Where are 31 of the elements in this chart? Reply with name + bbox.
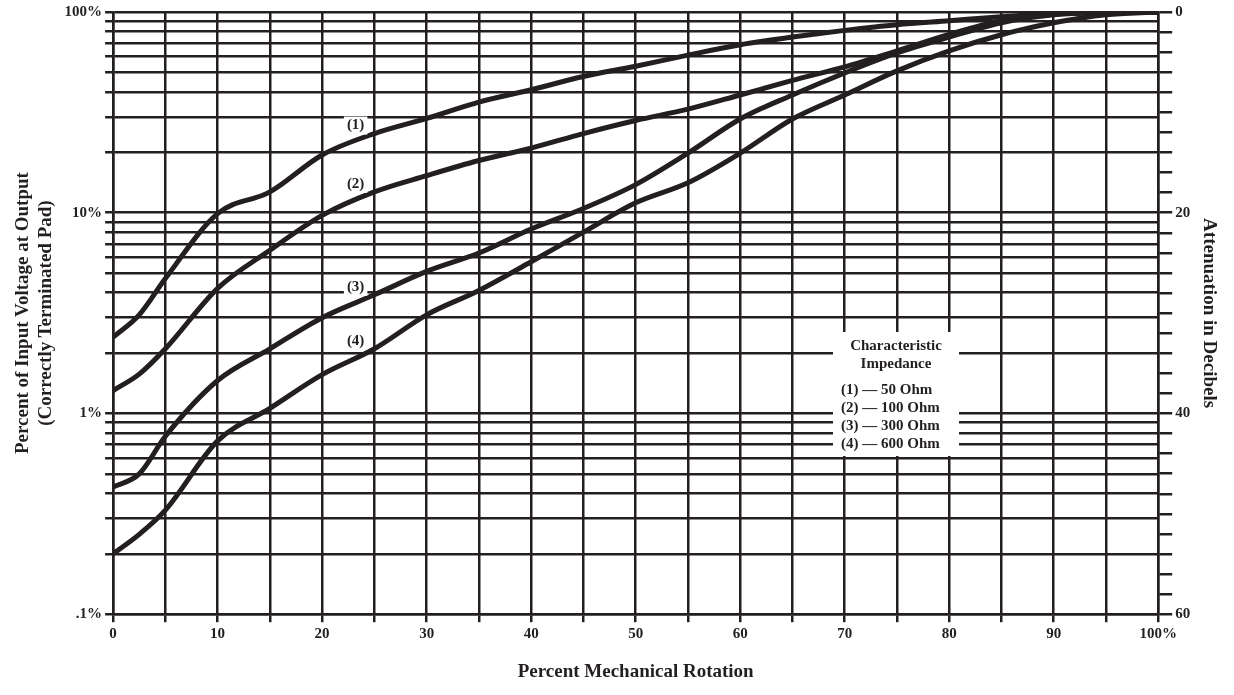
y-tick-label: 10% [72,203,103,220]
x-tick-label: 30 [419,625,435,642]
x-tick-label: 40 [523,625,539,642]
x-tick-label: 100% [1139,625,1177,642]
series-label: (4) [346,331,365,349]
x-tick-label: 0 [109,625,117,642]
x-tick-label: 70 [837,625,853,642]
x-tick-label: 60 [732,625,748,642]
annotation: (4) — 600 Ohm [841,434,941,452]
x-tick-label: 20 [314,625,330,642]
y-tick-label: .1% [75,605,103,622]
x-tick-label: 80 [941,625,957,642]
y2-tick-label: 40 [1175,404,1191,421]
series-label: (1) [346,116,365,134]
annotation: Characteristic Impedance [849,336,943,372]
x-tick-label: 10 [210,625,226,642]
y-tick-label: 100% [64,2,103,19]
y-axis-title: Percent of Input Voltage at Output (Correctly Terminated Pad) [11,171,57,455]
annotation: (1) — 50 Ohm [841,380,934,398]
annotation: (3) — 300 Ohm [841,416,941,434]
series-label: (3) [346,277,365,295]
annotation: (2) — 100 Ohm [841,398,941,416]
y-tick-label: 1% [79,404,103,421]
y2-tick-label: 60 [1175,605,1191,622]
y2-tick-label: 0 [1175,2,1183,19]
y2-axis-title: Attenuation in Decibels [1199,218,1221,409]
x-tick-label: 90 [1046,625,1062,642]
x-axis-title: Percent Mechanical Rotation [517,659,755,681]
y2-tick-label: 20 [1175,203,1191,220]
series-label: (2) [346,174,365,192]
x-tick-label: 50 [628,625,644,642]
